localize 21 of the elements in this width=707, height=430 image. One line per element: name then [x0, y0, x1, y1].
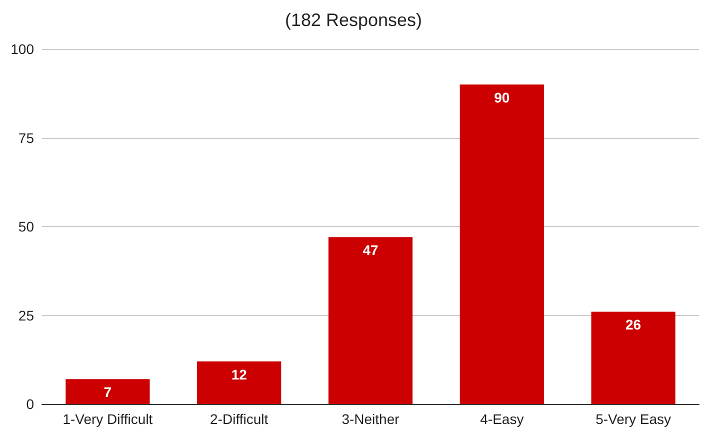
y-tick-label: 50: [18, 218, 34, 234]
data-label: 12: [231, 366, 248, 382]
bar: [460, 84, 544, 404]
y-tick-label: 100: [10, 41, 34, 57]
bar: [66, 379, 150, 404]
x-tick-label: 3-Neither: [342, 411, 400, 427]
bar: [197, 361, 282, 404]
chart-title: (182 Responses): [284, 10, 422, 30]
y-tick-label: 75: [18, 130, 34, 146]
data-label: 47: [362, 242, 378, 258]
data-label: 7: [104, 384, 112, 400]
y-tick-label: 25: [18, 307, 34, 324]
data-label: 90: [494, 90, 510, 106]
x-tick-label: 5-Very Easy: [596, 411, 672, 427]
x-tick-label: 1-Very Difficult: [62, 411, 153, 427]
bar: [591, 312, 676, 404]
bar: [328, 237, 413, 404]
x-tick-label: 4-Easy: [480, 411, 524, 427]
y-tick-label: 0: [26, 396, 34, 412]
x-tick-label: 2-Difficult: [210, 411, 268, 427]
data-label: 26: [626, 316, 642, 333]
